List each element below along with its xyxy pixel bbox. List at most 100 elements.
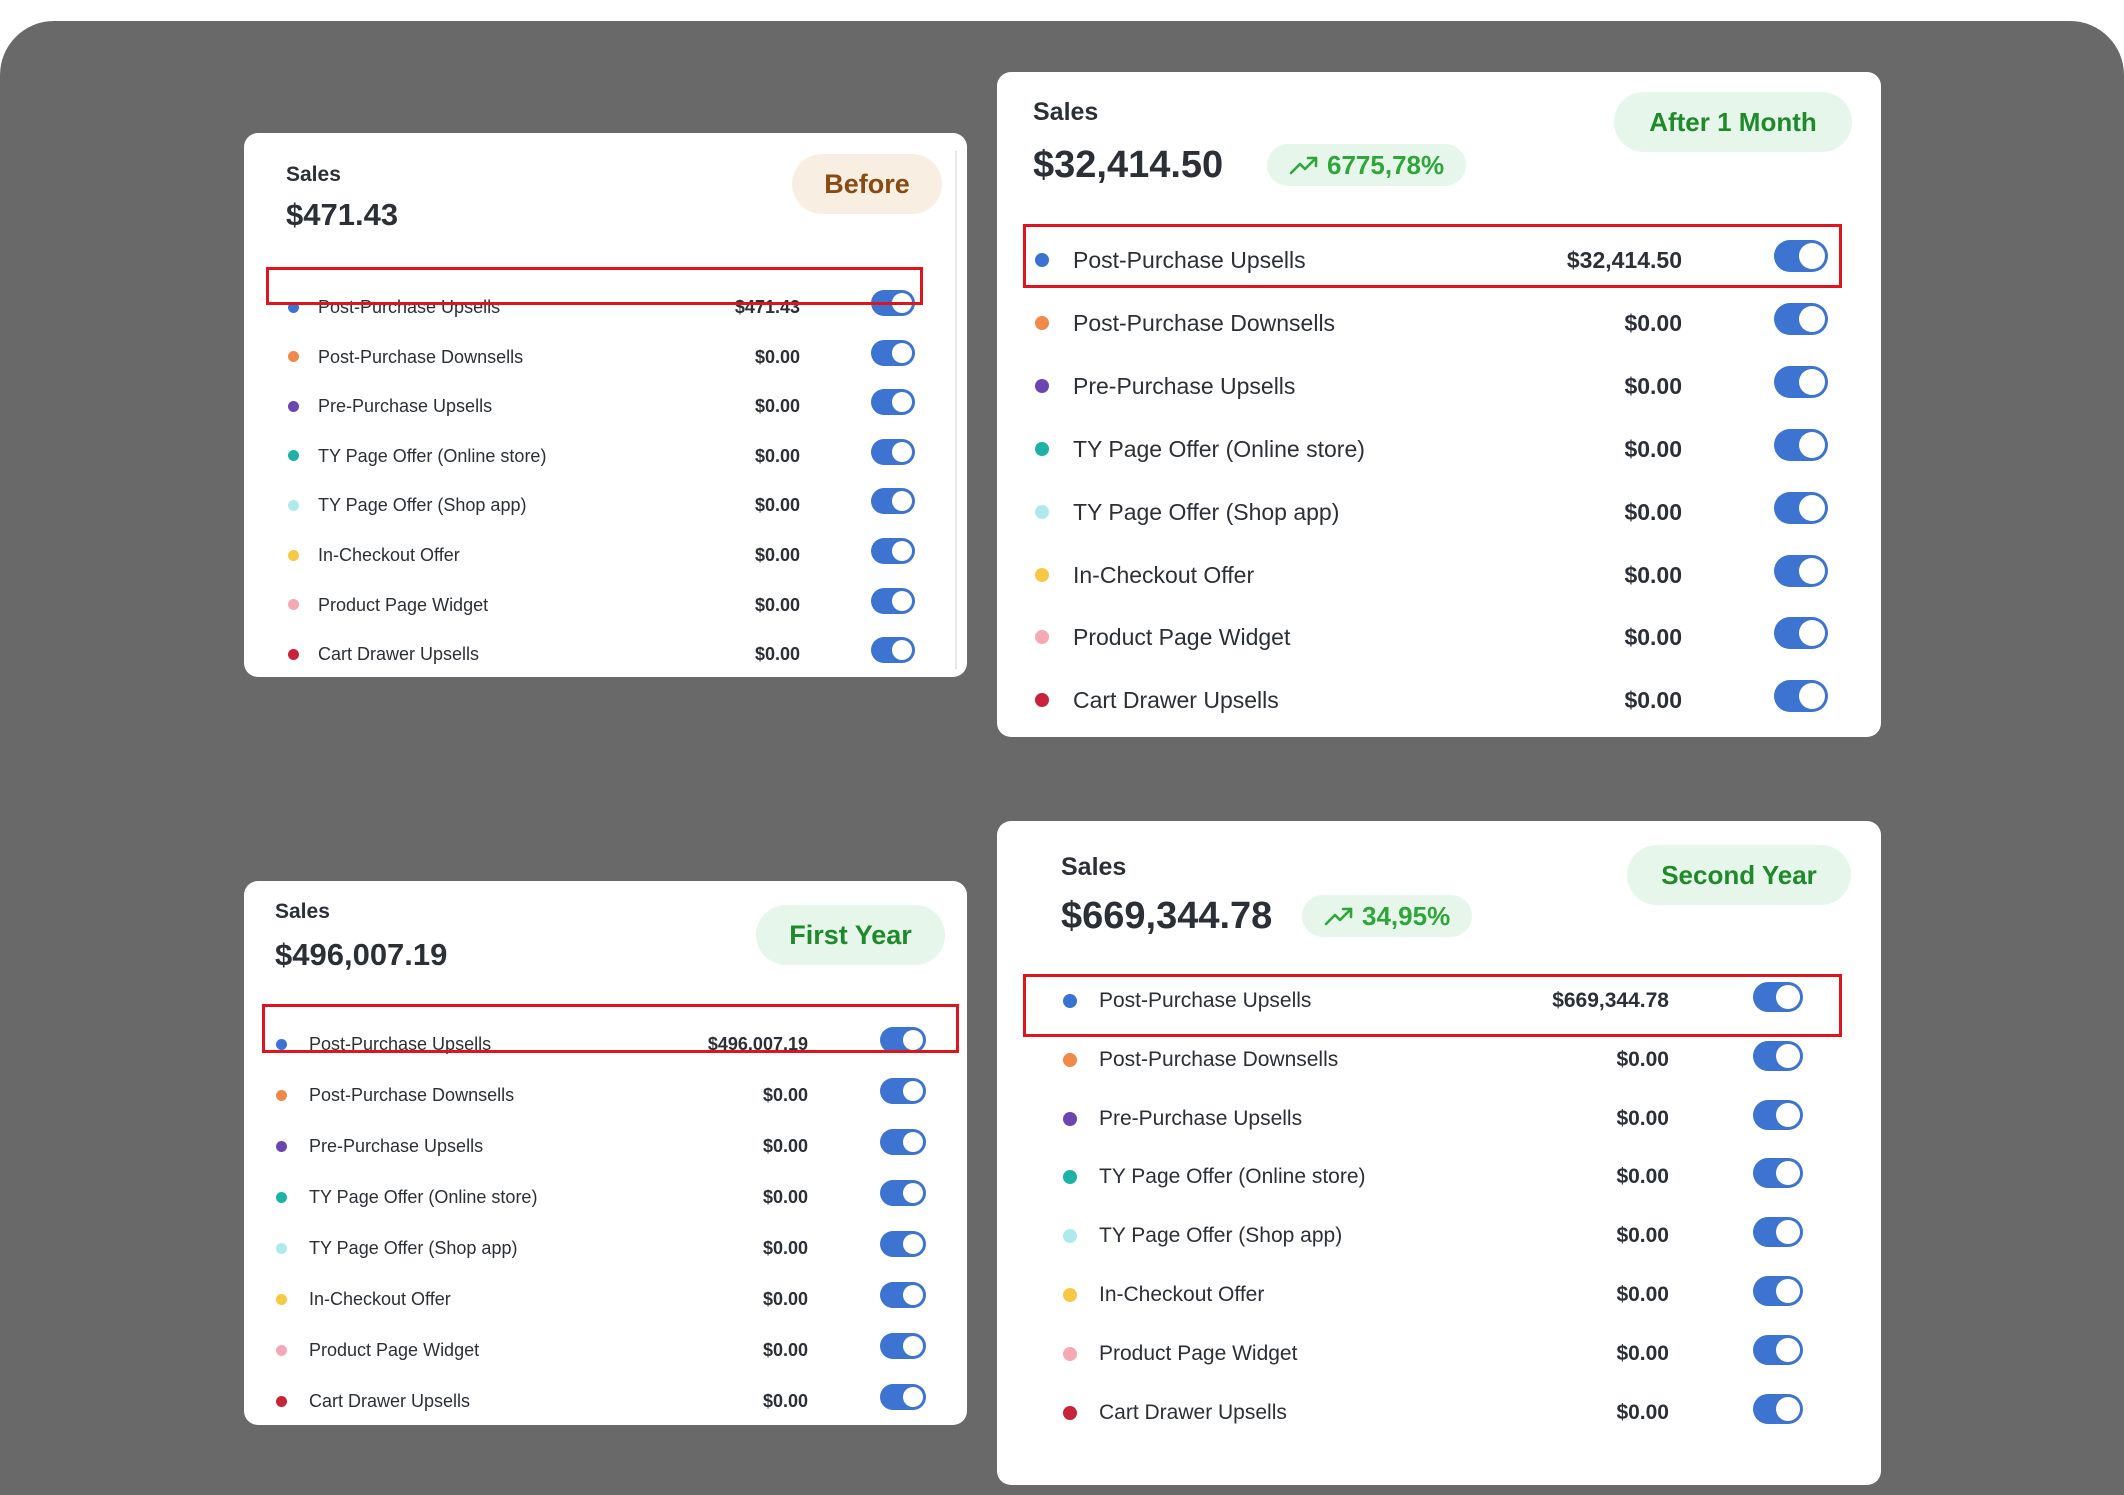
toggle-knob [1776, 985, 1800, 1009]
channel-row-ty-page-offer-online-store: TY Page Offer (Online store) $0.00 [997, 424, 1881, 474]
channel-color-dot [288, 599, 299, 611]
trending-up-icon [1324, 907, 1353, 926]
channel-sales-value: $0.00 [754, 545, 800, 565]
channel-color-dot [1035, 253, 1049, 267]
channel-row-product-page-widget: Product Page Widget $0.00 [244, 585, 967, 625]
channel-sales-value: $0.00 [754, 594, 800, 615]
channel-toggle[interactable] [871, 538, 915, 564]
channel-name: Post-Purchase Upsells [318, 297, 501, 317]
channel-row-product-page-widget: Product Page Widget $0.00 [244, 1330, 967, 1370]
channel-color-dot [1063, 1052, 1077, 1067]
channel-toggle[interactable] [1774, 428, 1828, 461]
channel-color-dot [288, 400, 299, 412]
channel-name: TY Page Offer (Shop app) [1099, 1224, 1343, 1248]
toggle-knob [903, 1030, 923, 1050]
channel-toggle[interactable] [1774, 240, 1828, 272]
channel-color-dot [276, 1344, 287, 1356]
sales-label: Sales [275, 900, 330, 923]
channel-sales-value: $496,007.19 [707, 1034, 808, 1054]
growth-badge: 34,95% [1302, 895, 1473, 937]
channel-sales-value: $0.00 [754, 445, 800, 466]
toggle-knob [903, 1081, 923, 1101]
channel-sales-value: $0.00 [754, 644, 800, 665]
channel-toggle[interactable] [880, 1384, 926, 1410]
channel-toggle[interactable] [1753, 1099, 1803, 1130]
channel-color-dot [276, 1242, 287, 1254]
channel-row-pre-purchase-upsells: Pre-Purchase Upsells $0.00 [997, 361, 1881, 411]
channel-name: In-Checkout Offer [1099, 1283, 1265, 1306]
toggle-knob [903, 1387, 923, 1407]
channel-toggle[interactable] [880, 1078, 926, 1104]
channel-name: Post-Purchase Downsells [318, 346, 524, 367]
channel-row-cart-drawer-upsells: Cart Drawer Upsells $0.00 [244, 1381, 967, 1421]
channel-name: Post-Purchase Upsells [1099, 989, 1312, 1012]
trending-up-icon [1289, 156, 1318, 175]
channel-name: Cart Drawer Upsells [309, 1391, 471, 1411]
channel-sales-value: $0.00 [1624, 561, 1682, 588]
channel-color-dot [276, 1191, 287, 1203]
channel-toggle[interactable] [1753, 1276, 1803, 1306]
sales-label: Sales [1033, 98, 1099, 126]
channel-name: Post-Purchase Upsells [1073, 247, 1306, 273]
channel-toggle[interactable] [1753, 1040, 1803, 1071]
channel-toggle[interactable] [1774, 365, 1828, 398]
toggle-knob [1799, 683, 1825, 710]
channel-toggle[interactable] [1753, 1393, 1803, 1424]
channel-color-dot [276, 1293, 287, 1305]
toggle-knob [903, 1336, 923, 1356]
toggle-knob [1799, 431, 1825, 458]
channel-color-dot [1063, 1111, 1077, 1126]
toggle-knob [1799, 494, 1825, 521]
channel-name: In-Checkout Offer [318, 545, 460, 565]
channel-color-dot [276, 1038, 287, 1050]
channel-toggle[interactable] [880, 1333, 926, 1359]
channel-toggle[interactable] [1774, 680, 1828, 713]
channel-row-ty-page-offer-shop-app: TY Page Offer (Shop app) $0.00 [997, 487, 1881, 537]
toggle-knob [1799, 305, 1825, 332]
channel-toggle[interactable] [880, 1027, 926, 1053]
sales-total: $496,007.19 [275, 937, 448, 972]
channel-toggle[interactable] [1753, 1158, 1803, 1189]
channel-row-post-purchase-upsells: Post-Purchase Upsells $496,007.19 [244, 1024, 967, 1064]
channel-row-post-purchase-upsells: Post-Purchase Upsells $32,414.50 [997, 235, 1881, 285]
channel-color-dot [1035, 630, 1049, 645]
growth-percent: 34,95% [1362, 900, 1451, 931]
sales-total: $471.43 [286, 197, 399, 232]
channel-toggle[interactable] [880, 1129, 926, 1155]
channel-sales-value: $0.00 [1624, 687, 1682, 714]
channel-toggle[interactable] [871, 290, 915, 316]
channel-toggle[interactable] [880, 1282, 926, 1308]
channel-sales-value: $0.00 [1624, 435, 1682, 462]
channel-toggle[interactable] [1774, 491, 1828, 524]
channel-toggle[interactable] [1753, 1334, 1803, 1365]
channel-color-dot [288, 450, 299, 462]
channel-sales-value: $0.00 [762, 1187, 808, 1207]
channel-toggle[interactable] [880, 1231, 926, 1257]
channel-toggle[interactable] [1753, 982, 1803, 1012]
channel-toggle[interactable] [871, 488, 915, 515]
channel-toggle[interactable] [1774, 554, 1828, 587]
channel-toggle[interactable] [871, 587, 915, 614]
channel-toggle[interactable] [880, 1180, 926, 1206]
channel-toggle[interactable] [871, 339, 915, 366]
toggle-knob [903, 1183, 923, 1203]
channel-toggle[interactable] [871, 389, 915, 416]
channel-toggle[interactable] [871, 438, 915, 465]
channel-sales-value: $0.00 [1616, 1165, 1669, 1189]
channel-sales-value: $471.43 [734, 297, 800, 317]
channel-toggle[interactable] [1774, 617, 1828, 650]
channel-row-ty-page-offer-shop-app: TY Page Offer (Shop app) $0.00 [244, 485, 967, 525]
channel-color-dot [1063, 1229, 1077, 1244]
channel-row-post-purchase-downsells: Post-Purchase Downsells $0.00 [997, 298, 1881, 348]
toggle-knob [1799, 243, 1825, 269]
channel-sales-value: $669,344.78 [1552, 989, 1669, 1012]
toggle-knob [892, 293, 912, 313]
channel-name: Pre-Purchase Upsells [1073, 372, 1296, 399]
channel-toggle[interactable] [1753, 1217, 1803, 1248]
channel-color-dot [276, 1395, 287, 1407]
toggle-knob [892, 342, 912, 363]
channel-sales-value: $0.00 [762, 1238, 808, 1258]
channel-sales-value: $0.00 [762, 1340, 808, 1360]
channel-toggle[interactable] [871, 637, 915, 664]
channel-toggle[interactable] [1774, 302, 1828, 335]
